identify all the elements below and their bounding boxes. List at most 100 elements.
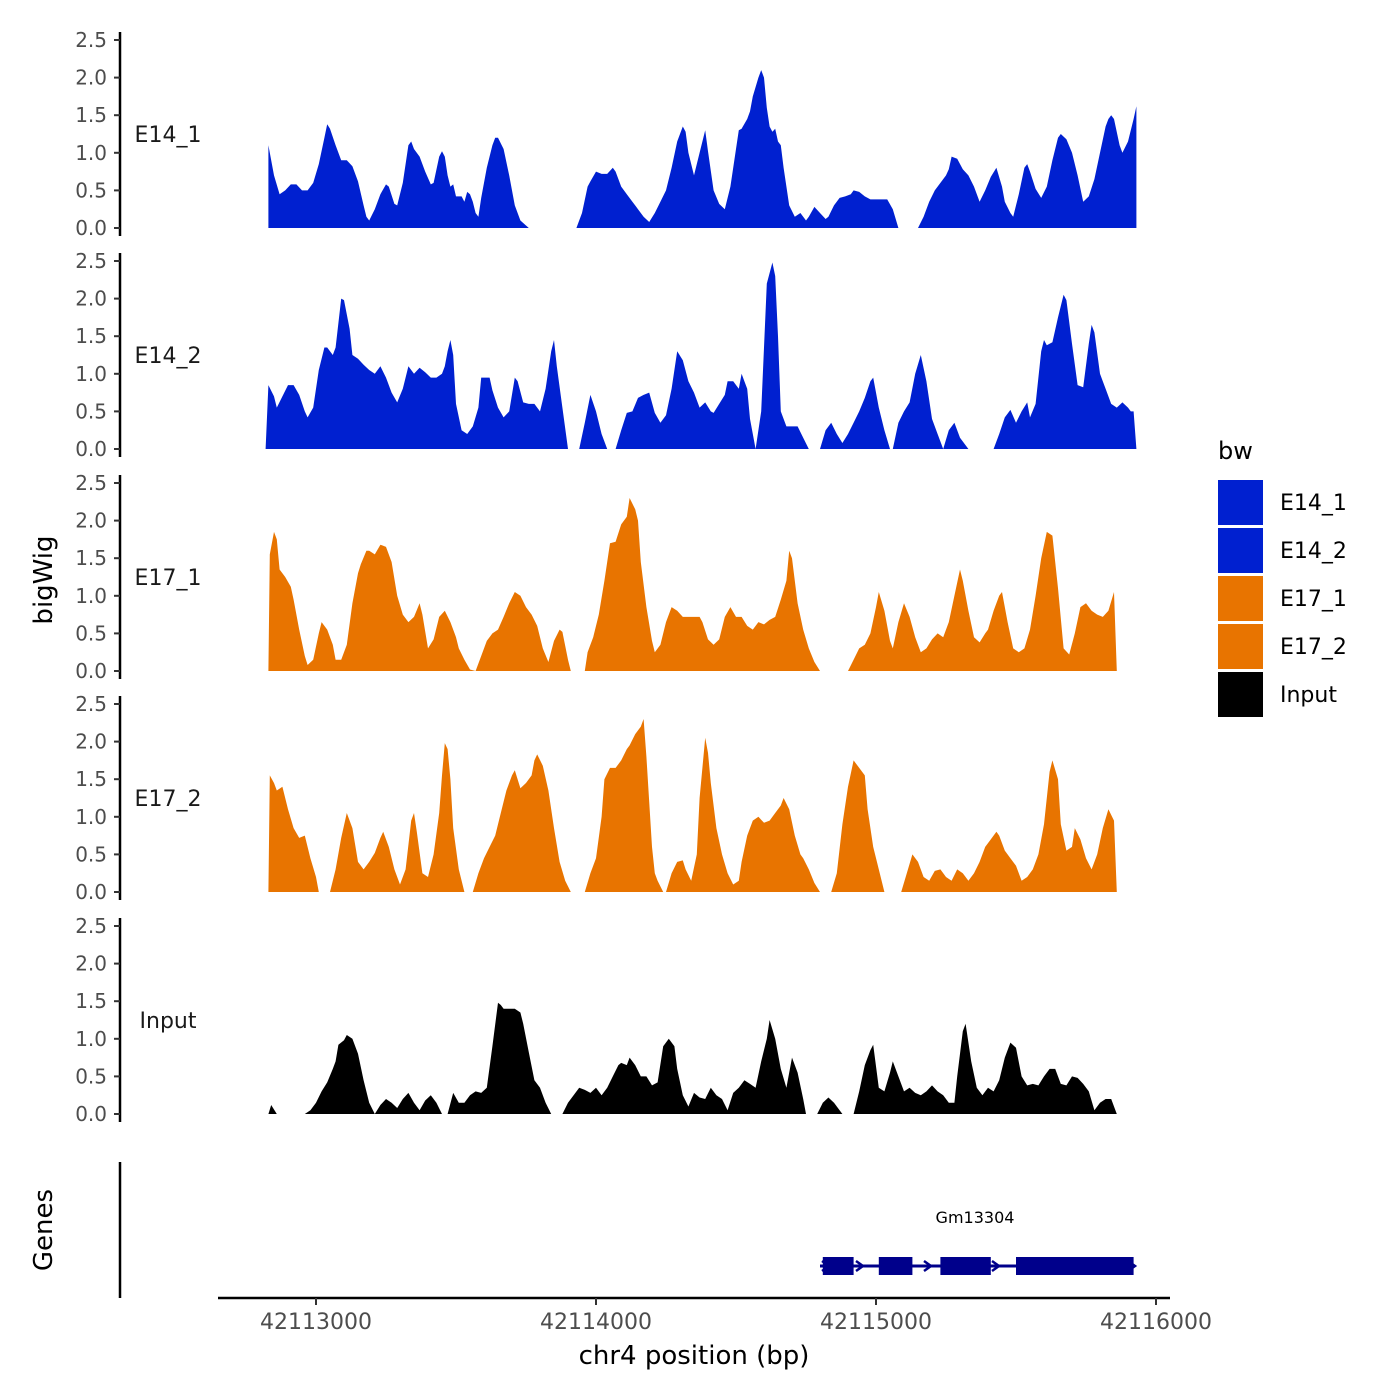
- y-tick-label-E17_1: 0.0: [75, 659, 107, 683]
- area-E17_1-segment-3: [584, 498, 820, 671]
- legend-swatch-E17_1: [1218, 576, 1263, 621]
- gene-strand-arrow: [991, 1259, 1002, 1273]
- legend-title: bw: [1218, 437, 1253, 465]
- y-tick-label-Input: 0.0: [75, 1102, 107, 1126]
- x-ticks: 42113000 42114000 42115000 42116000: [260, 1298, 1212, 1335]
- gene-model: [820, 1257, 1138, 1275]
- legend-swatch-Input: [1218, 672, 1263, 717]
- x-tick-label: 42115000: [820, 1310, 932, 1335]
- legend-label-E14_1: E14_1: [1280, 491, 1347, 516]
- y-tick-label-E14_1: 1.5: [75, 103, 107, 127]
- y-tick-label-E17_2: 0.5: [75, 842, 107, 866]
- y-tick-label-E17_1: 1.5: [75, 546, 107, 570]
- area-E17_2-segment-3: [472, 754, 571, 892]
- legend: bw E14_1 E14_2 E17_1 E17_2 Input: [1218, 437, 1347, 717]
- panel-label-Input: Input: [140, 1009, 197, 1034]
- area-E17_2-segment-2: [330, 743, 465, 892]
- y-tick-label-Input: 1.5: [75, 989, 107, 1013]
- legend-label-Input: Input: [1280, 683, 1337, 708]
- genes-panel-label: Genes: [29, 1189, 59, 1271]
- area-E17_2-segment-5: [666, 737, 820, 892]
- y-tick-label-E14_2: 1.0: [75, 362, 107, 386]
- legend-label-E17_2: E17_2: [1280, 635, 1347, 660]
- gene-exon-1: [822, 1257, 854, 1275]
- area-E14_1-segment-2: [576, 70, 899, 228]
- area-E17_2-segment-6: [831, 760, 885, 892]
- area-Input-segment-2: [304, 1035, 375, 1114]
- y-tick-label-E14_1: 2.5: [75, 28, 107, 52]
- legend-item-E17_1: E17_1: [1218, 576, 1347, 621]
- area-E14_2-segment-5: [820, 377, 890, 449]
- area-E14_2-segment-8: [993, 294, 1137, 449]
- y-tick-label-Input: 1.0: [75, 1027, 107, 1051]
- area-E14_2-segment-4: [755, 262, 809, 449]
- area-E14_1-segment-3: [918, 106, 1137, 228]
- panel-E14_1: 0.0 0.5 1.0 1.5 2.0 2.5 E14_1: [75, 28, 1137, 240]
- y-axis-title: bigWig: [29, 535, 59, 624]
- legend-item-E14_2: E14_2: [1218, 528, 1347, 573]
- genes-panel: Genes Gm13304: [29, 1162, 1138, 1298]
- gene-exon-3: [940, 1257, 991, 1275]
- x-tick-label: 42114000: [540, 1310, 652, 1335]
- area-E14_1-segment-1: [268, 124, 529, 228]
- area-Input-segment-4: [447, 1002, 552, 1114]
- gene-name-label: Gm13304: [936, 1208, 1015, 1227]
- x-tick-label: 42113000: [260, 1310, 372, 1335]
- gene-strand-arrow: [923, 1259, 934, 1273]
- area-E17_1-segment-2: [475, 592, 571, 671]
- y-tick-label-E14_2: 2.5: [75, 249, 107, 273]
- area-E17_2-segment-7: [901, 760, 1117, 892]
- area-E14_2-segment-7: [943, 422, 969, 449]
- gene-exon-2: [878, 1257, 913, 1275]
- area-Input-segment-6: [817, 1097, 843, 1114]
- legend-swatch-E14_2: [1218, 528, 1263, 573]
- y-tick-label-E17_1: 1.0: [75, 584, 107, 608]
- area-E17_2-segment-1: [268, 775, 319, 892]
- panel-label-E14_1: E14_1: [135, 123, 202, 148]
- legend-swatch-E17_2: [1218, 624, 1263, 669]
- panel-label-E17_2: E17_2: [135, 787, 202, 812]
- legend-items: E14_1 E14_2 E17_1 E17_2 Input: [1218, 480, 1347, 717]
- y-tick-label-E14_1: 2.0: [75, 66, 107, 90]
- y-tick-label-E17_2: 2.0: [75, 730, 107, 754]
- y-tick-label-E17_2: 0.0: [75, 880, 107, 904]
- y-tick-label-E14_2: 2.0: [75, 287, 107, 311]
- y-tick-label-Input: 2.0: [75, 952, 107, 976]
- y-tick-label-E17_1: 2.0: [75, 509, 107, 533]
- area-Input-segment-3: [374, 1092, 442, 1114]
- y-tick-label-E17_2: 2.5: [75, 692, 107, 716]
- y-tick-label-E17_2: 1.0: [75, 805, 107, 829]
- gene-strand-arrow: [855, 1259, 866, 1273]
- y-tick-label-E14_2: 0.0: [75, 437, 107, 461]
- panel-E14_2: 0.0 0.5 1.0 1.5 2.0 2.5 E14_2: [75, 249, 1137, 461]
- y-tick-label-E14_2: 0.5: [75, 399, 107, 423]
- y-tick-label-Input: 0.5: [75, 1064, 107, 1088]
- area-Input-segment-5: [562, 1020, 806, 1114]
- panel-label-E17_1: E17_1: [135, 566, 202, 591]
- area-E14_2-segment-1: [265, 298, 568, 449]
- y-tick-label-E17_1: 2.5: [75, 471, 107, 495]
- y-tick-label-E14_1: 0.0: [75, 216, 107, 240]
- y-tick-label-E17_2: 1.5: [75, 767, 107, 791]
- legend-swatch-E14_1: [1218, 480, 1263, 525]
- y-tick-label-E14_2: 1.5: [75, 324, 107, 348]
- x-axis: 42113000 42114000 42115000 42116000 chr4 po…: [218, 1296, 1212, 1371]
- area-E17_2-segment-4: [584, 719, 664, 892]
- area-Input-segment-7: [853, 1023, 1117, 1114]
- legend-label-E14_2: E14_2: [1280, 539, 1347, 564]
- panel-E17_2: 0.0 0.5 1.0 1.5 2.0 2.5 E17_2: [75, 692, 1117, 904]
- gene-exon-4: [1016, 1257, 1134, 1275]
- y-tick-label-E14_1: 1.0: [75, 141, 107, 165]
- bigwig-panels: 0.0 0.5 1.0 1.5 2.0 2.5 E14_1 0.0 0.5 1.0 1.5 2.0 2.…: [75, 28, 1137, 1126]
- legend-label-E17_1: E17_1: [1280, 587, 1347, 612]
- legend-item-E17_2: E17_2: [1218, 624, 1347, 669]
- area-E14_2-segment-2: [579, 394, 608, 449]
- panel-label-E14_2: E14_2: [135, 344, 202, 369]
- legend-item-E14_1: E14_1: [1218, 480, 1347, 525]
- area-E14_2-segment-6: [892, 355, 944, 449]
- y-tick-label-Input: 2.5: [75, 914, 107, 938]
- y-tick-label-E14_1: 0.5: [75, 178, 107, 202]
- y-tick-label-E17_1: 0.5: [75, 621, 107, 645]
- x-tick-label: 42116000: [1100, 1310, 1212, 1335]
